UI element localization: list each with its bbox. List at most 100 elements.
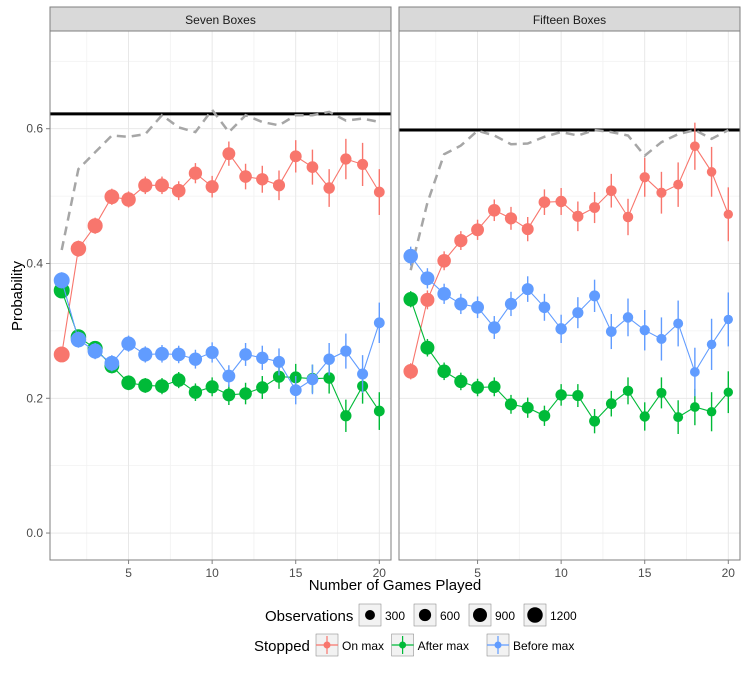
plot-area <box>49 30 392 561</box>
data-point <box>589 202 601 214</box>
data-point <box>471 300 484 314</box>
data-point <box>70 240 87 257</box>
data-point <box>420 271 435 286</box>
data-point <box>357 368 369 380</box>
data-point <box>589 290 601 302</box>
data-point <box>622 211 634 223</box>
data-point <box>673 318 684 329</box>
data-point <box>538 301 551 314</box>
data-point <box>121 336 136 351</box>
data-point <box>454 297 468 311</box>
data-point <box>205 180 219 194</box>
data-point <box>488 203 501 217</box>
data-point <box>622 385 634 397</box>
series-before-max <box>403 246 733 397</box>
color-key-label: On max <box>342 639 384 653</box>
data-point <box>639 172 650 183</box>
data-point <box>403 248 418 264</box>
data-point <box>373 405 385 417</box>
x-tick-label: 5 <box>474 566 481 580</box>
data-point <box>155 346 169 361</box>
data-point <box>622 312 634 323</box>
data-point <box>555 323 567 335</box>
plot-border <box>49 30 392 561</box>
data-point <box>323 353 335 365</box>
data-point <box>572 389 584 402</box>
y-axis-title: Probability <box>9 260 26 331</box>
data-point <box>188 352 203 366</box>
color-key-dot <box>399 641 407 649</box>
color-legend-keys: On max After max Before max <box>315 633 574 657</box>
data-point <box>488 321 501 334</box>
data-point <box>521 223 534 236</box>
y-tick-label: 0.4 <box>26 256 43 270</box>
size-key-label: 900 <box>495 609 515 623</box>
data-point <box>188 166 203 180</box>
data-point <box>555 195 567 208</box>
data-point <box>639 411 650 422</box>
data-point <box>437 287 451 301</box>
data-point <box>289 150 302 163</box>
data-point <box>605 398 617 410</box>
color-key-dot <box>494 641 502 649</box>
data-point <box>171 183 186 198</box>
data-point <box>323 182 335 194</box>
dashed-line <box>409 128 729 271</box>
data-point <box>538 196 551 209</box>
data-point <box>373 186 385 198</box>
series-on-max <box>53 138 385 363</box>
data-point <box>555 389 567 401</box>
plot-content <box>398 30 741 561</box>
panel-fifteen-boxes: Fifteen Boxes <box>398 6 741 561</box>
data-point <box>673 179 684 190</box>
data-point <box>138 378 153 393</box>
strip-background <box>49 6 392 32</box>
color-legend-title: Stopped <box>254 638 310 655</box>
panel-title: Seven Boxes <box>185 13 256 27</box>
data-point <box>504 297 518 311</box>
data-point <box>53 272 70 289</box>
data-point <box>656 333 667 345</box>
plot-content <box>49 30 392 561</box>
size-key-dot <box>473 608 487 622</box>
data-point <box>689 367 700 377</box>
data-point <box>239 348 252 361</box>
data-point <box>403 364 418 379</box>
data-point <box>205 345 219 359</box>
data-point <box>471 223 484 237</box>
data-point <box>70 331 87 348</box>
x-tick-label: 20 <box>722 566 736 580</box>
data-point <box>673 412 684 423</box>
data-point <box>121 375 136 391</box>
x-axis: 5 10 15 20 5 10 15 20 <box>125 560 735 580</box>
data-point <box>723 314 733 325</box>
data-point <box>272 355 286 368</box>
data-point <box>272 370 286 383</box>
plot-border <box>398 30 741 561</box>
x-tick-label: 20 <box>373 566 387 580</box>
data-point <box>256 173 269 186</box>
data-point <box>454 233 468 248</box>
data-point <box>53 346 70 363</box>
data-point <box>104 355 120 371</box>
data-point <box>171 373 186 387</box>
x-tick-label: 10 <box>205 566 219 580</box>
data-point <box>572 210 584 222</box>
data-point <box>87 218 103 234</box>
data-point <box>689 402 700 412</box>
series-after-max <box>403 291 733 434</box>
data-point <box>239 170 252 183</box>
data-point <box>138 347 153 362</box>
data-point <box>538 409 551 422</box>
data-point <box>306 373 319 386</box>
data-point <box>572 307 584 319</box>
data-point <box>256 351 269 365</box>
plot-area <box>398 30 741 561</box>
size-key-dot <box>365 610 375 620</box>
series-before-max <box>53 272 385 405</box>
x-tick-label: 10 <box>554 566 568 580</box>
y-axis: 0.0 0.2 0.4 0.6 <box>26 122 50 540</box>
data-point <box>155 379 169 394</box>
data-point <box>420 340 435 355</box>
data-point <box>222 369 236 383</box>
